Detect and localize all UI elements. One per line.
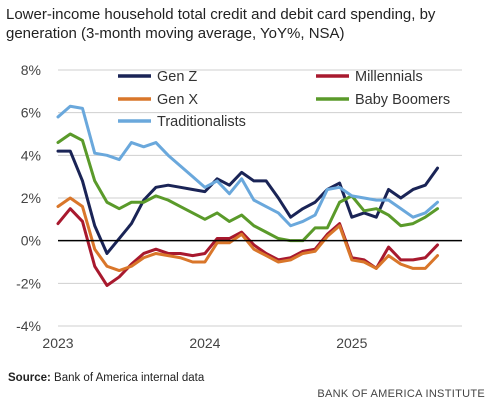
- legend-label: Gen Z: [157, 69, 197, 85]
- x-tick-label: 2023: [42, 335, 73, 351]
- y-tick-label: 0%: [21, 233, 41, 249]
- legend-label: Baby Boomers: [355, 92, 450, 108]
- y-tick-label: 8%: [21, 62, 41, 78]
- series-line-baby-boomers: [56, 132, 440, 243]
- source-note: Source: Bank of America internal data: [8, 372, 204, 384]
- x-tick-label: 2025: [336, 335, 367, 351]
- chart-title: Lower-income household total credit and …: [6, 6, 436, 42]
- y-tick-label: -2%: [16, 275, 41, 291]
- y-tick-label: 6%: [21, 105, 41, 121]
- legend-label: Gen X: [157, 92, 198, 108]
- y-tick-label: -4%: [16, 318, 41, 334]
- x-tick-label: 2024: [189, 335, 220, 351]
- legend-label: Traditionalists: [157, 114, 246, 130]
- y-tick-label: 4%: [21, 147, 41, 163]
- series-line-traditionalists: [56, 104, 440, 228]
- legend-label: Millennials: [355, 69, 423, 85]
- source-label: Source:: [8, 372, 51, 384]
- series-line-gen-z: [56, 149, 440, 255]
- source-text: Bank of America internal data: [50, 372, 205, 384]
- series-line-gen-x: [56, 196, 440, 273]
- brand-logo-text: BANK OF AMERICA INSTITUTE: [317, 388, 485, 400]
- y-tick-label: 2%: [21, 190, 41, 206]
